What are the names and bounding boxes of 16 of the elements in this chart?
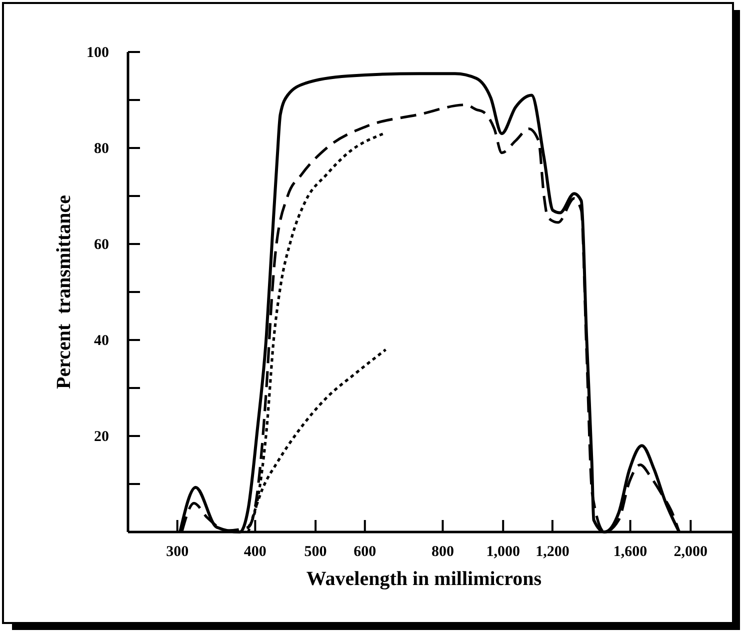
x-tick-label: 2,000: [674, 544, 708, 560]
x-tick-label: 400: [244, 544, 266, 560]
y-tick-label: 80: [94, 141, 109, 157]
x-tick-label: 300: [166, 544, 189, 560]
x-tick-label: 1,200: [536, 544, 570, 560]
x-tick-label: 1,600: [613, 544, 648, 560]
x-tick-label: 600: [354, 544, 376, 560]
y-tick-label: 60: [94, 237, 109, 253]
x-tick-label: 800: [431, 544, 454, 560]
x-tick-label: 1,000: [486, 544, 520, 560]
x-axis-title: Wavelength in millimicrons: [306, 568, 542, 590]
y-tick-label: 20: [94, 429, 109, 445]
y-tick-label: 40: [94, 333, 109, 349]
y-axis-title: Percent transmittance: [53, 194, 75, 390]
x-tick-label: 500: [304, 544, 327, 560]
y-tick-label: 100: [86, 45, 109, 61]
